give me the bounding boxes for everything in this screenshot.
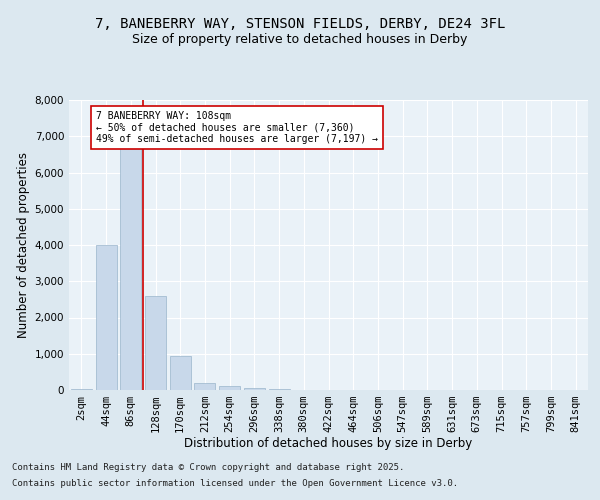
Bar (194, 383, 215, 390)
Text: 7 BANEBERRY WAY: 108sqm
← 50% of detached houses are smaller (7,360)
49% of semi: 7 BANEBERRY WAY: 108sqm ← 50% of detache… (96, 111, 378, 144)
X-axis label: Distribution of detached houses by size in Derby: Distribution of detached houses by size … (184, 436, 473, 450)
Text: Contains HM Land Registry data © Crown copyright and database right 2025.: Contains HM Land Registry data © Crown c… (12, 464, 404, 472)
Text: Contains public sector information licensed under the Open Government Licence v3: Contains public sector information licen… (12, 478, 458, 488)
Bar (219, 386, 240, 390)
Bar (71, 389, 92, 390)
Bar (170, 356, 191, 390)
Bar (120, 147, 141, 390)
Text: 7, BANEBERRY WAY, STENSON FIELDS, DERBY, DE24 3FL: 7, BANEBERRY WAY, STENSON FIELDS, DERBY,… (95, 18, 505, 32)
Y-axis label: Number of detached properties: Number of detached properties (17, 152, 31, 338)
Bar (95, 245, 116, 390)
Text: Size of property relative to detached houses in Derby: Size of property relative to detached ho… (133, 32, 467, 46)
Bar (145, 296, 166, 390)
Bar (244, 388, 265, 390)
